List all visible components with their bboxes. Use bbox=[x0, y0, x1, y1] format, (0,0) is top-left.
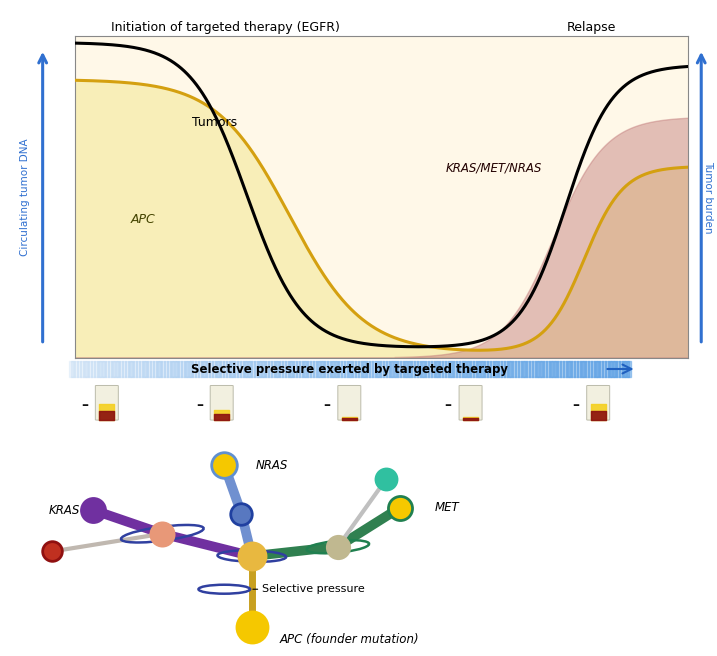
Text: Initiation of targeted therapy (EGFR): Initiation of targeted therapy (EGFR) bbox=[111, 22, 340, 35]
FancyBboxPatch shape bbox=[338, 386, 361, 420]
Point bbox=[380, 474, 391, 485]
Text: –: – bbox=[572, 398, 579, 412]
Point bbox=[47, 546, 58, 557]
FancyBboxPatch shape bbox=[587, 386, 609, 420]
Point bbox=[332, 541, 343, 552]
Text: –: – bbox=[196, 398, 203, 412]
Text: APC: APC bbox=[130, 213, 155, 226]
Text: Relapse: Relapse bbox=[566, 22, 616, 35]
Text: –: – bbox=[445, 398, 452, 412]
Text: Tumors: Tumors bbox=[191, 116, 237, 129]
Text: –: – bbox=[81, 398, 88, 412]
Text: –: – bbox=[323, 398, 331, 412]
Point bbox=[236, 508, 247, 519]
FancyBboxPatch shape bbox=[95, 386, 118, 420]
Point bbox=[87, 505, 99, 516]
Point bbox=[246, 551, 257, 562]
Point bbox=[156, 529, 168, 539]
Text: Selective pressure exerted by targeted therapy: Selective pressure exerted by targeted t… bbox=[191, 363, 508, 375]
Point bbox=[219, 460, 230, 470]
Text: Tumor burden: Tumor burden bbox=[703, 161, 713, 233]
Text: KRAS: KRAS bbox=[49, 504, 80, 517]
Point bbox=[394, 502, 406, 513]
Point bbox=[246, 622, 257, 632]
Text: APC (founder mutation): APC (founder mutation) bbox=[280, 634, 419, 647]
Text: MET: MET bbox=[435, 501, 459, 514]
Text: Selective pressure: Selective pressure bbox=[262, 584, 365, 594]
Text: Circulating tumor DNA: Circulating tumor DNA bbox=[20, 138, 30, 256]
Text: NRAS: NRAS bbox=[255, 459, 288, 472]
FancyBboxPatch shape bbox=[459, 386, 482, 420]
FancyBboxPatch shape bbox=[210, 386, 233, 420]
Text: KRAS/MET/NRAS: KRAS/MET/NRAS bbox=[446, 161, 543, 174]
